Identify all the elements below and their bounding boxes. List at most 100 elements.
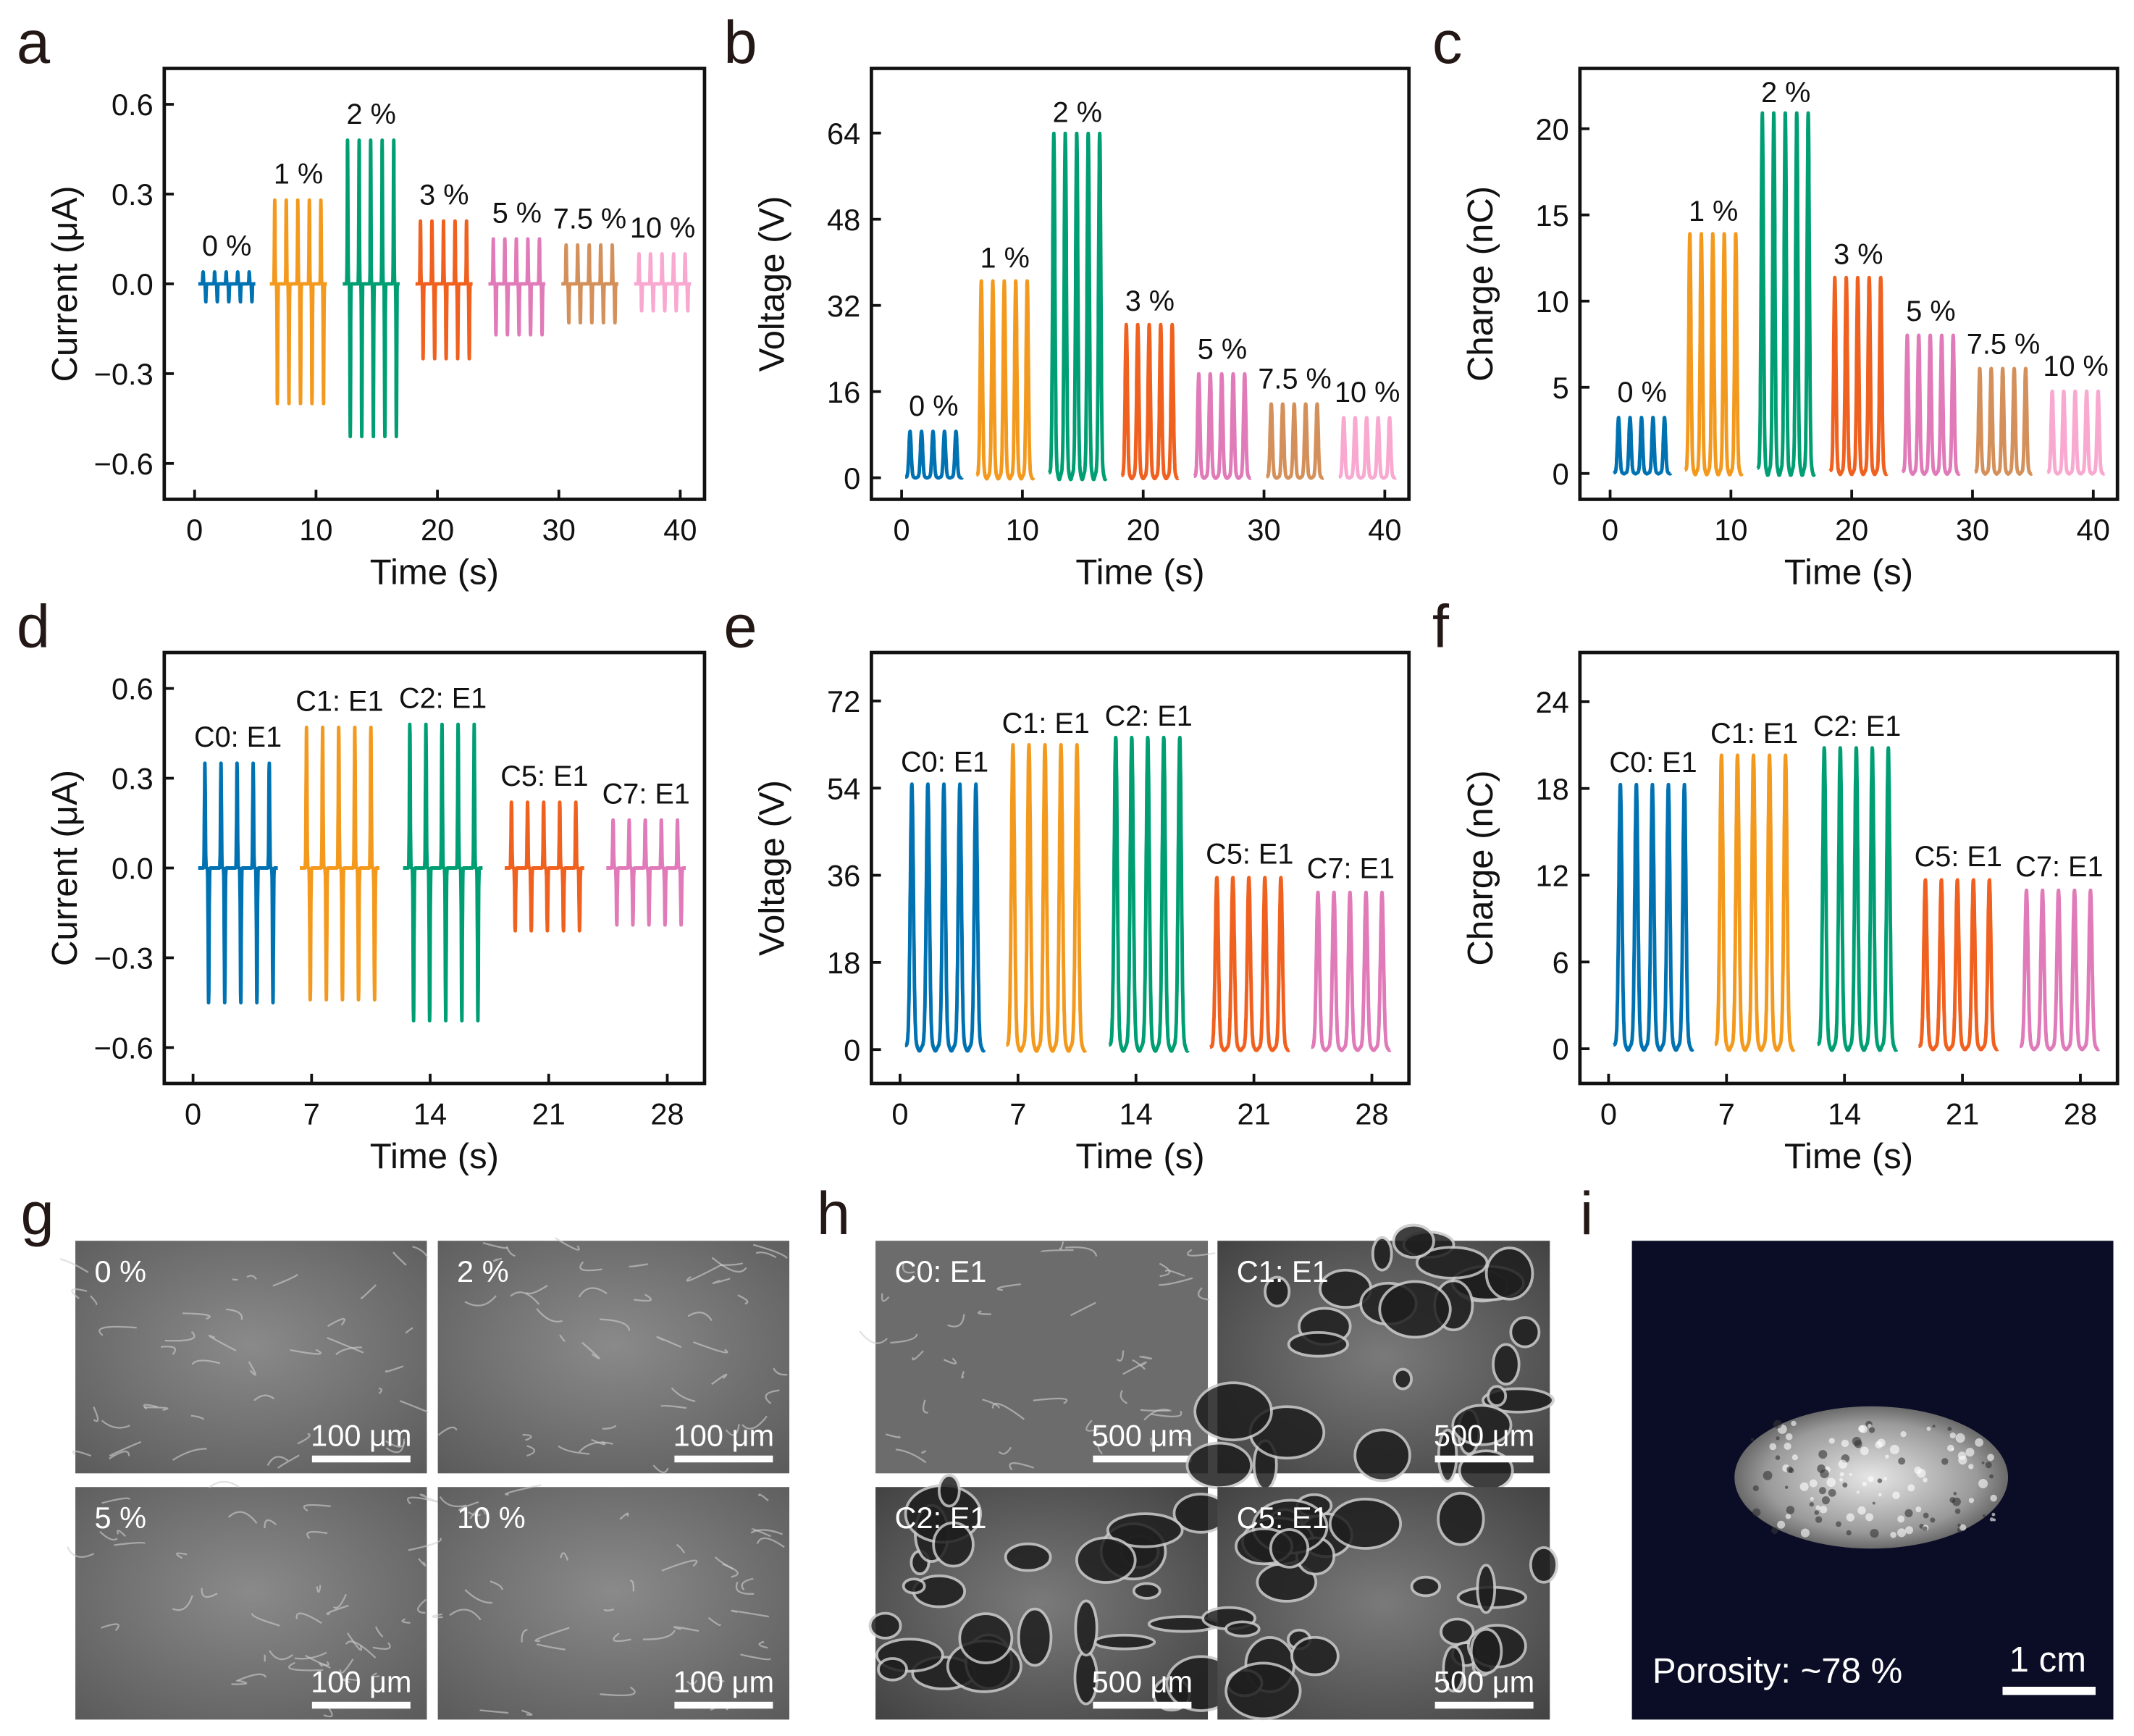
y-tick-label: 0.0 — [112, 267, 154, 301]
surface-wrinkle — [603, 1608, 615, 1611]
x-tick-label: 40 — [663, 513, 697, 547]
surface-wrinkle — [619, 1512, 629, 1520]
surface-wrinkle — [316, 1585, 322, 1593]
series-line-4 — [605, 818, 688, 927]
surface-wrinkle — [978, 1310, 992, 1315]
surface-wrinkle — [437, 1426, 458, 1436]
sample-texture — [1818, 1487, 1826, 1495]
scale-bar — [1093, 1455, 1192, 1463]
series-line-2 — [1755, 111, 1816, 477]
pore — [1442, 1645, 1466, 1693]
surface-wrinkle — [290, 1349, 322, 1355]
surface-wrinkle — [510, 1291, 540, 1305]
surface-wrinkle — [172, 1595, 193, 1611]
series-line-0 — [903, 782, 986, 1053]
series-label: C2: E1 — [1105, 700, 1193, 732]
surface-wrinkle — [332, 1593, 347, 1609]
series-label: 0 % — [202, 230, 251, 262]
surface-wrinkle — [714, 1556, 734, 1570]
pore — [1193, 1381, 1273, 1442]
surface-wrinkle — [534, 1627, 570, 1643]
surface-wrinkle — [225, 1308, 243, 1320]
x-tick-label: 21 — [1946, 1097, 1979, 1131]
surface-wrinkle — [982, 1399, 1000, 1409]
y-axis-label: Charge (nC) — [1461, 186, 1500, 382]
sample-texture — [1990, 1494, 1997, 1502]
surface-wrinkle — [327, 1337, 364, 1354]
sample-texture — [1897, 1515, 1905, 1523]
x-tick-label: 10 — [1006, 513, 1039, 547]
series-line-6 — [632, 252, 693, 313]
chart-panel-f: f 0 7 14 21 28 0 6 12 18 24 Time (s) Charge (nC) C0: … — [1432, 592, 2120, 1176]
surface-wrinkle — [295, 1612, 322, 1624]
series-line-0 — [903, 429, 964, 480]
y-tick-label: 54 — [827, 771, 860, 805]
surface-wrinkle — [408, 1537, 442, 1551]
surface-wrinkle — [288, 1661, 324, 1672]
x-tick-label: 20 — [421, 513, 454, 547]
series-line-5 — [559, 243, 621, 325]
y-tick-label: 12 — [1536, 859, 1569, 893]
surface-wrinkle — [269, 1650, 293, 1661]
sample-texture — [1889, 1444, 1899, 1454]
sample-texture — [1878, 1493, 1882, 1497]
surface-wrinkle — [227, 1511, 258, 1524]
surface-wrinkle — [326, 1604, 349, 1616]
sample-texture — [1838, 1459, 1848, 1469]
x-tick-label: 14 — [1828, 1097, 1861, 1131]
surface-wrinkle — [492, 1257, 503, 1262]
x-tick-label: 21 — [1238, 1097, 1271, 1131]
surface-wrinkle — [602, 1425, 617, 1430]
series-label: 1 % — [980, 242, 1030, 274]
surface-wrinkle — [711, 1373, 728, 1385]
surface-wrinkle — [721, 1262, 744, 1266]
surface-wrinkle — [581, 1341, 600, 1359]
series-line-5 — [1973, 366, 2033, 476]
sample-texture — [1914, 1466, 1922, 1475]
x-tick-label: 7 — [1009, 1097, 1026, 1131]
series-line-3 — [1917, 878, 1999, 1052]
surface-wrinkle — [912, 1350, 924, 1361]
plot-frame — [162, 67, 707, 501]
surface-wrinkle — [412, 1246, 429, 1258]
sem-tile-h: C5: E1 500 μm — [1201, 1487, 1558, 1721]
surface-wrinkle — [921, 1450, 927, 1454]
sample-texture — [1981, 1461, 1985, 1464]
pore — [1093, 1633, 1156, 1651]
series-line-1 — [268, 198, 329, 406]
y-tick-label: 0 — [1553, 1032, 1569, 1066]
surface-wrinkle — [378, 1388, 383, 1395]
panel-letter: i — [1580, 1180, 1593, 1247]
panel-letter: b — [723, 9, 757, 76]
image-label: C5: E1 — [1237, 1501, 1329, 1535]
surface-wrinkle — [59, 1258, 89, 1273]
surface-wrinkle — [526, 1445, 536, 1457]
image-label: 10 % — [457, 1501, 526, 1535]
sample-texture — [1857, 1506, 1866, 1515]
x-tick-label: 30 — [1247, 513, 1280, 547]
surface-wrinkle — [741, 1577, 754, 1590]
scale-bar-label: 500 μm — [1434, 1419, 1534, 1453]
series-label: 0 % — [1618, 377, 1667, 408]
panel-letter: h — [817, 1180, 850, 1247]
surface-wrinkle — [72, 1450, 92, 1457]
surface-wrinkle — [1197, 1287, 1210, 1301]
scale-bar-label: 100 μm — [673, 1665, 774, 1699]
sample-texture — [1836, 1521, 1841, 1527]
surface-wrinkle — [399, 1400, 429, 1413]
sample-texture — [1775, 1455, 1781, 1460]
scale-bar — [2002, 1687, 2096, 1695]
series-line-1 — [975, 279, 1036, 481]
series-line-2 — [341, 138, 402, 439]
series-label: 5 % — [1906, 295, 1955, 327]
series-line-3 — [413, 219, 474, 361]
surface-wrinkle — [479, 1709, 509, 1714]
surface-wrinkle — [773, 1367, 788, 1376]
surface-wrinkle — [742, 1415, 768, 1430]
y-tick-label: −0.6 — [94, 1031, 154, 1065]
sample-texture — [1907, 1484, 1915, 1492]
sem-tile-g: 0 % 100 μm — [59, 1241, 429, 1474]
surface-wrinkle — [881, 1293, 890, 1302]
sem-image — [875, 1241, 1209, 1474]
sample-texture — [1923, 1512, 1929, 1519]
